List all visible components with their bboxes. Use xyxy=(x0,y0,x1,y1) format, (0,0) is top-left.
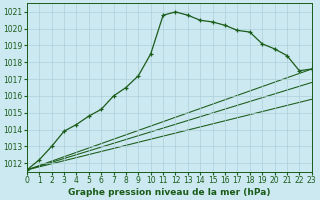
X-axis label: Graphe pression niveau de la mer (hPa): Graphe pression niveau de la mer (hPa) xyxy=(68,188,270,197)
